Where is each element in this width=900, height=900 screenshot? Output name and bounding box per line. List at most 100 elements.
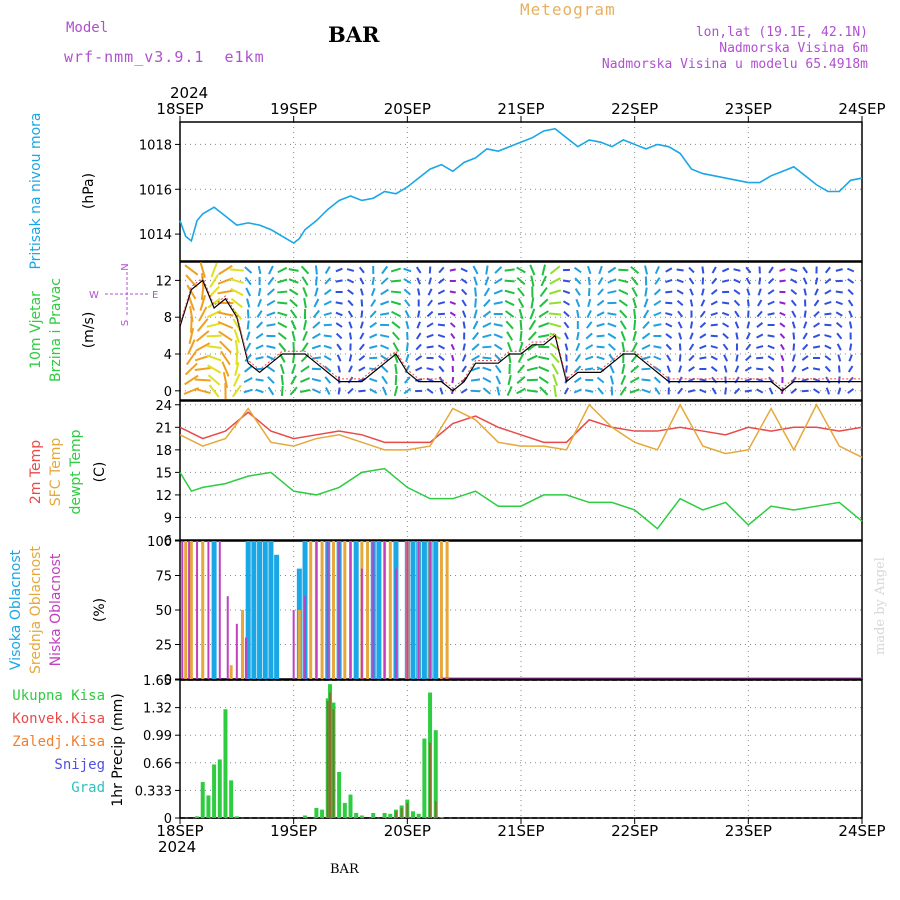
wind-arrow <box>780 365 784 373</box>
cloud-bar-1 <box>297 610 301 679</box>
wind-arrow <box>194 387 211 395</box>
wind-arrow <box>538 310 549 318</box>
wind-arrow <box>654 265 660 275</box>
wind-arrow <box>188 327 195 345</box>
x-tick-label-bottom: 23SEP <box>725 822 772 840</box>
wind-arrow <box>619 309 628 319</box>
y-tick-label: 1018 <box>139 138 172 153</box>
wind-arrow <box>824 300 832 306</box>
wind-arrow <box>573 376 582 384</box>
wind-arrow <box>315 276 318 286</box>
wind-arrow <box>403 267 412 273</box>
wind-arrow <box>607 290 617 294</box>
wind-arrow <box>585 344 594 350</box>
wind-arrow <box>381 375 388 385</box>
precip-total-bar <box>348 794 353 818</box>
wind-arrow <box>232 373 241 387</box>
precip-total-bar <box>223 709 228 818</box>
wind-arrow <box>369 377 378 383</box>
wind-arrow <box>677 310 684 318</box>
wind-arrow <box>246 320 250 330</box>
temp-line-0 <box>179 411 863 444</box>
wind-arrow <box>689 299 694 307</box>
wind-arrow <box>229 268 244 272</box>
wind-arrow <box>392 342 400 352</box>
wind-arrow <box>230 287 244 297</box>
wind-arrow <box>526 378 538 382</box>
wind-arrow <box>278 342 287 352</box>
wind-arrow <box>813 322 821 328</box>
wind-arrow <box>187 295 196 311</box>
wind-arrow <box>653 355 662 361</box>
wind-arrow <box>255 388 264 394</box>
cloud-bar-2 <box>394 568 397 679</box>
wind-arrow <box>609 364 615 374</box>
y-tick-label: 1016 <box>139 183 172 198</box>
wind-arrow <box>323 311 332 317</box>
wind-arrow <box>302 286 308 298</box>
wind-arrow <box>630 276 639 286</box>
wind-arrow <box>644 265 649 275</box>
elevation-label: Nadmorska Visina 6m <box>719 41 868 56</box>
wind-arrow <box>482 387 491 395</box>
wind-arrow <box>618 299 628 307</box>
wind-arrow <box>313 298 320 308</box>
wind-arrow <box>549 277 561 285</box>
wind-arrow <box>665 343 672 351</box>
compass-south: S <box>120 320 131 326</box>
wind-arrow <box>587 265 592 275</box>
wind-arrow <box>835 300 843 306</box>
wind-arrow <box>369 345 378 349</box>
wind-arrow <box>186 284 197 300</box>
wind-arrow <box>403 278 412 284</box>
wind-arrow <box>596 311 605 317</box>
wind-arrow <box>277 301 288 305</box>
wind-arrow <box>482 310 492 318</box>
precip-unit-label: 1hr Precip (mm) <box>110 693 126 806</box>
y-tick-label: 0 <box>164 673 172 688</box>
wind-arrow <box>723 354 729 362</box>
y-tick-label: 50 <box>155 604 172 619</box>
wind-arrow <box>426 333 434 339</box>
wind-arrow <box>314 287 319 297</box>
wind-arrow <box>517 353 525 363</box>
temp-line-1 <box>179 403 863 459</box>
wind-arrow <box>379 312 390 316</box>
wind-arrow <box>206 322 222 328</box>
wind-arrow <box>335 332 343 340</box>
wind-arrow <box>380 300 390 306</box>
wind-arrow <box>847 299 854 307</box>
meteogram-title: Meteogram <box>520 0 616 19</box>
y-tick-label: 21 <box>155 421 172 436</box>
wind-arrow <box>416 277 421 285</box>
wind-arrow <box>710 355 718 361</box>
wind-arrow <box>629 388 640 394</box>
wind-arrow <box>417 288 421 296</box>
y-tick-label: 1014 <box>139 228 172 243</box>
y-tick-label: 1.32 <box>143 702 172 717</box>
wind-arrow <box>360 299 364 307</box>
wind-arrow <box>195 330 210 342</box>
wind-arrow <box>585 321 593 329</box>
wind-arrow <box>689 332 694 340</box>
wind-arrow <box>437 334 446 338</box>
wind-arrow <box>641 355 651 361</box>
wind-arrow <box>482 345 492 349</box>
x-tick-label-top: 18SEP <box>156 100 203 118</box>
cloud-bar-1 <box>439 541 443 679</box>
wind-arrow <box>415 332 422 340</box>
wind-arrow <box>517 364 525 374</box>
wind-arrow <box>280 385 284 397</box>
cloud-bar-2 <box>338 541 341 679</box>
wind-arrow <box>802 277 808 285</box>
wind-arrow <box>596 322 605 328</box>
wind-arrow <box>266 345 276 349</box>
wind-arrow <box>217 311 234 317</box>
wind-arrow <box>494 364 502 374</box>
cloud-bar-0 <box>268 541 274 679</box>
wind-arrow <box>504 299 515 307</box>
precip-conv-bar <box>329 692 332 818</box>
wind-arrow <box>493 289 503 295</box>
wind-arrow <box>426 388 434 394</box>
wind-arrow <box>699 356 707 360</box>
